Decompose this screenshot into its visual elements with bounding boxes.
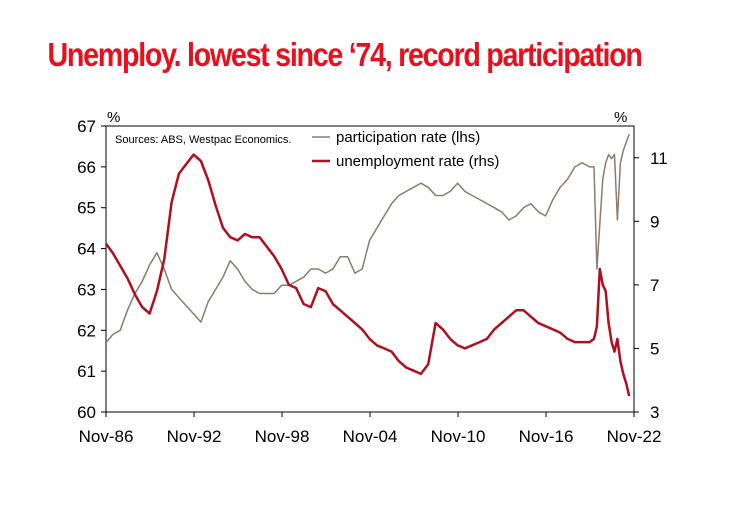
left-axis-tick-label: 65 <box>77 199 96 218</box>
right-axis-unit: % <box>614 109 627 126</box>
chart-title: Unemploy. lowest since ‘74, record parti… <box>47 36 642 73</box>
left-axis-tick-label: 62 <box>77 321 96 340</box>
left-axis-tick-label: 67 <box>77 117 96 136</box>
ticks-layer: 60 61 62 63 64 65 66 67 3 5 7 9 11 Nov-86 Nov-92 Nov-98… <box>77 117 668 446</box>
legend-label-unemployment: unemployment rate (rhs) <box>336 153 499 170</box>
series-layer <box>104 133 631 397</box>
left-axis-unit: % <box>107 109 120 126</box>
x-axis-tick-label: Nov-92 <box>167 427 222 446</box>
x-axis-tick-label: Nov-86 <box>79 427 134 446</box>
x-axis-tick-label: Nov-04 <box>343 427 398 446</box>
chart-source: Sources: ABS, Westpac Economics. <box>115 134 291 146</box>
right-axis-tick-label: 3 <box>650 403 659 422</box>
x-axis-tick-label: Nov-10 <box>431 427 486 446</box>
left-axis-tick-label: 66 <box>77 158 96 177</box>
legend-label-participation: participation rate (lhs) <box>336 129 480 146</box>
left-axis-tick-label: 63 <box>77 280 96 299</box>
x-axis-tick-label: Nov-22 <box>607 427 662 446</box>
series-line-participation <box>105 133 630 343</box>
x-axis-tick-label: Nov-16 <box>519 427 574 446</box>
right-axis-tick-label: 9 <box>650 212 659 231</box>
left-axis-tick-label: 60 <box>77 403 96 422</box>
left-axis-tick-label: 61 <box>77 362 96 381</box>
x-axis-tick-label: Nov-98 <box>255 427 310 446</box>
right-axis-tick-label: 7 <box>650 276 659 295</box>
left-axis-tick-label: 64 <box>77 240 96 259</box>
legend: participation rate (lhs) unemployment ra… <box>312 129 499 170</box>
series-line-unemployment <box>104 153 631 397</box>
right-axis-tick-label: 5 <box>650 339 659 358</box>
right-axis-tick-label: 11 <box>650 149 668 168</box>
